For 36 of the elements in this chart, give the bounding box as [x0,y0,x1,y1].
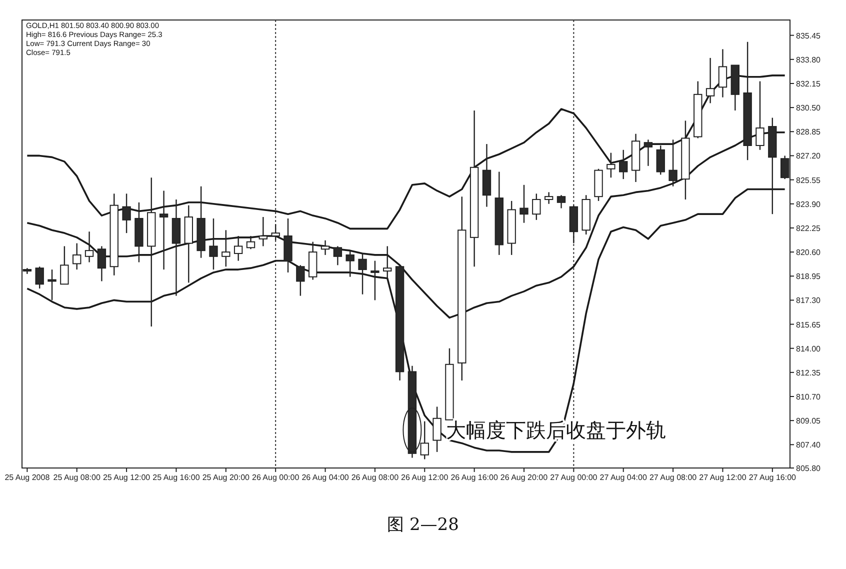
x-tick-label: 25 Aug 08:00 [53,473,101,482]
x-tick-label: 27 Aug 04:00 [600,473,648,482]
y-tick-label: 815.65 [796,320,822,330]
x-tick-label: 27 Aug 12:00 [699,473,747,482]
y-tick-label: 833.80 [796,55,822,64]
x-tick-label: 26 Aug 20:00 [500,473,548,482]
x-tick-label: 25 Aug 12:00 [102,473,151,482]
x-tick-label: 26 Aug 00:00 [252,473,300,482]
y-tick-label: 825.55 [796,176,822,185]
x-tick-label: 25 Aug 16:00 [152,473,200,482]
y-tick-label: 812.35 [796,368,822,378]
caption: 图 2—28 [387,515,459,535]
x-tick-label: 26 Aug 16:00 [450,473,498,482]
y-tick-label: 810.70 [796,392,822,402]
y-tick-label: 818.95 [796,272,822,282]
y-tick-label: 820.60 [796,248,822,258]
y-tick-label: 817.30 [796,296,822,306]
y-tick-label: 814.00 [796,344,822,354]
y-tick-label: 830.50 [796,104,822,113]
y-tick-label: 827.20 [796,152,822,161]
y-tick-label: 828.85 [796,128,822,137]
y-tick-label: 823.90 [796,200,822,209]
x-tick-label: 26 Aug 08:00 [351,473,400,482]
x-tick-label: 26 Aug 12:00 [401,473,449,482]
y-tick-label: 809.05 [796,416,822,426]
y-tick-label: 822.25 [796,224,822,233]
x-tick-label: 25 Aug 20:00 [202,473,250,482]
y-tick-label: 807.40 [796,440,822,450]
x-tick-label: 27 Aug 08:00 [649,473,698,482]
x-tick-label: 27 Aug 00:00 [550,473,598,482]
y-tick-label: 835.45 [796,31,822,40]
x-tick-label: 27 Aug 16:00 [748,473,797,482]
x-tick-label: 26 Aug 04:00 [302,473,350,482]
y-tick-label: 805.80 [796,464,822,473]
x-tick-label: 25 Aug 2008 [4,473,50,482]
y-tick-label: 832.15 [796,79,822,88]
